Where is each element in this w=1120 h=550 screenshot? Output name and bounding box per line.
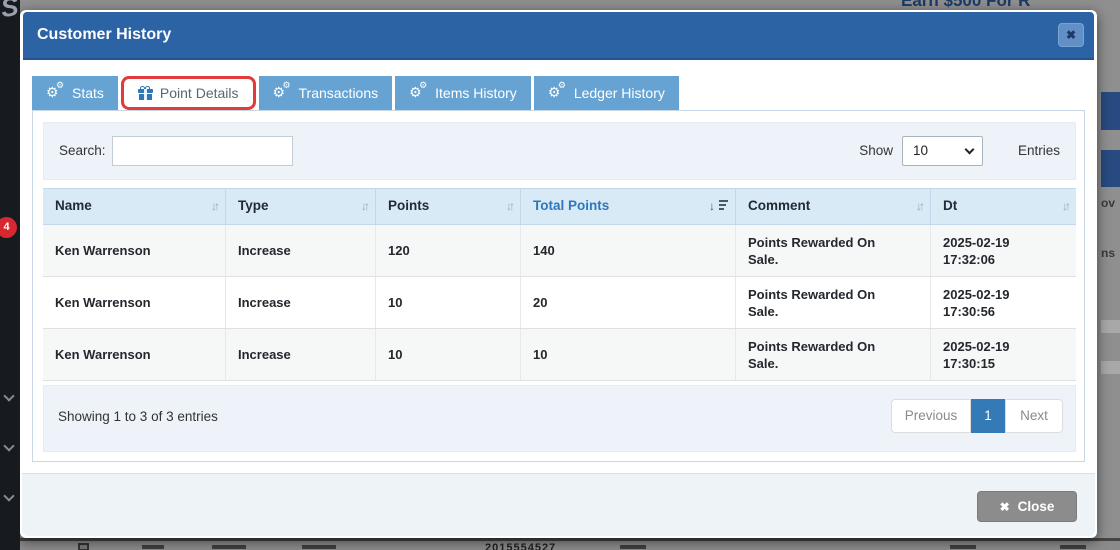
column-header-name[interactable]: Name ↓↑ [43,189,226,224]
chevron-down-icon [3,440,15,452]
column-header-dt[interactable]: Dt ↓↑ [931,189,1076,224]
background-table-fragment: 2015554527 [20,541,1120,550]
logo-fragment: S [0,0,21,24]
tab-stats[interactable]: ⚙ ⚙ Stats [32,76,118,110]
modal-title: Customer History [37,26,172,43]
background-checkbox-fragment [78,543,89,550]
table-toolbar: Search: Show 10 Entries [43,122,1076,180]
gears-icon: ⚙ ⚙ [547,80,566,100]
customer-history-modal: Customer History ✖ ⚙ ⚙ Stats Point Detail… [20,10,1097,538]
gears-icon: ⚙ ⚙ [272,80,291,100]
tab-label: Stats [72,85,104,101]
background-cell-fragment [1060,545,1086,549]
sort-descending-icon: ↓ [709,199,729,213]
close-x-icon: ✖ [999,499,1010,514]
tab-transactions[interactable]: ⚙ ⚙ Transactions [258,76,393,110]
table-footer-bar: Showing 1 to 3 of 3 entries Previous 1 N… [43,385,1076,452]
table-row[interactable]: Ken Warrenson Increase 120 140 Points Re… [43,225,1076,277]
tab-point-details[interactable]: Point Details [120,76,256,110]
tab-content-panel: Search: Show 10 Entries Name ↓↑ Type [32,110,1085,462]
sort-icon: ↓↑ [361,199,370,213]
cell-points: 120 [376,225,521,276]
cell-comment: Points Rewarded On Sale. [736,225,931,276]
column-header-points[interactable]: Points ↓↑ [376,189,521,224]
chevron-down-icon [964,144,975,155]
points-table: Name ↓↑ Type ↓↑ Points ↓↑ Total Points [43,188,1076,381]
tab-label: Transactions [298,85,379,101]
close-button-label: Close [1017,499,1055,514]
cell-total-points: 140 [521,225,736,276]
pagination-page-1-button[interactable]: 1 [971,399,1005,433]
table-row[interactable]: Ken Warrenson Increase 10 10 Points Rewa… [43,329,1076,381]
cell-dt: 2025-02-19 17:30:56 [943,286,1010,319]
cell-type: Increase [226,225,376,276]
cell-type: Increase [226,277,376,328]
tab-bar: ⚙ ⚙ Stats Point Details ⚙ ⚙ Transactions [32,76,679,110]
background-text-fragment: ov [1101,196,1116,210]
background-divider [20,538,1120,541]
pagination-next-button[interactable]: Next [1005,399,1063,433]
show-label: Show [859,143,893,158]
modal-header: Customer History ✖ [23,12,1094,60]
entries-info-text: Showing 1 to 3 of 3 entries [58,409,218,424]
tab-label: Ledger History [573,85,665,101]
tab-label: Items History [435,85,517,101]
background-cell-fragment [950,545,976,549]
background-cell-fragment [142,545,164,549]
sidebar-notification-badge: 4 [0,217,17,238]
background-cell-fragment [212,545,246,549]
tab-items-history[interactable]: ⚙ ⚙ Items History [395,76,531,110]
entries-label: Entries [1017,143,1060,158]
cell-name: Ken Warrenson [43,329,226,380]
background-phone-fragment: 2015554527 [485,542,557,550]
gift-icon [137,86,153,100]
column-header-type[interactable]: Type ↓↑ [226,189,376,224]
cell-comment: Points Rewarded On Sale. [736,329,931,380]
background-text-fragment: ns [1101,246,1116,260]
search-label: Search: [59,143,106,158]
sort-icon: ↓↑ [1062,199,1071,213]
sort-icon: ↓↑ [506,199,515,213]
cell-name: Ken Warrenson [43,277,226,328]
background-cell-fragment [302,545,336,549]
sort-icon: ↓↑ [211,199,220,213]
background-button-fragment [1101,92,1120,130]
chevron-down-icon [3,390,15,402]
cell-total-points: 10 [521,329,736,380]
pagination-previous-button[interactable]: Previous [891,399,971,433]
background-sidebar: S 4 [0,0,20,550]
column-header-comment[interactable]: Comment ↓↑ [736,189,931,224]
gears-icon: ⚙ ⚙ [409,80,428,100]
sort-icon: ↓↑ [916,199,925,213]
tab-label: Point Details [159,85,239,101]
page-size-select[interactable]: 10 [902,136,983,166]
background-button-fragment [1101,150,1120,187]
search-input[interactable] [112,136,293,166]
modal-footer: ✖ Close [22,473,1095,536]
table-row[interactable]: Ken Warrenson Increase 10 20 Points Rewa… [43,277,1076,329]
background-row-fragment [1101,320,1120,333]
tab-ledger-history[interactable]: ⚙ ⚙ Ledger History [533,76,679,110]
table-header-row: Name ↓↑ Type ↓↑ Points ↓↑ Total Points [43,188,1076,225]
cell-total-points: 20 [521,277,736,328]
background-promo-text: Earn $500 For R [901,0,1031,10]
pagination: Previous 1 Next [891,399,1063,433]
modal-close-icon[interactable]: ✖ [1058,23,1084,47]
cell-name: Ken Warrenson [43,225,226,276]
cell-comment: Points Rewarded On Sale. [736,277,931,328]
background-row-fragment [1101,361,1120,374]
cell-type: Increase [226,329,376,380]
close-button[interactable]: ✖ Close [977,491,1077,522]
background-cell-fragment [620,545,646,549]
gears-icon: ⚙ ⚙ [46,80,65,100]
cell-dt: 2025-02-19 17:30:15 [943,338,1010,371]
column-header-total-points[interactable]: Total Points ↓ [521,189,736,224]
chevron-down-icon [3,490,15,502]
cell-dt: 2025-02-19 17:32:06 [943,234,1010,267]
page-size-value: 10 [913,143,929,158]
cell-points: 10 [376,329,521,380]
cell-points: 10 [376,277,521,328]
